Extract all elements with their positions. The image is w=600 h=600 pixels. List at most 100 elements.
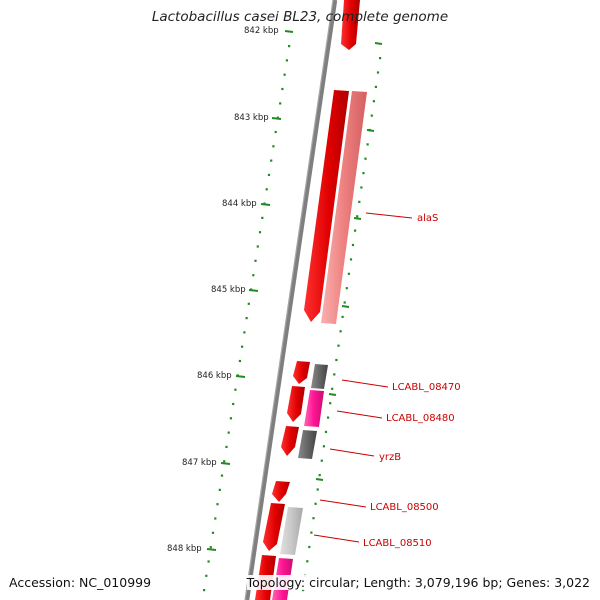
ruler-dot [362, 172, 365, 175]
gene-labels: alaS LCABL_08470 LCABL_08480 yrzB LCABL_… [313, 212, 461, 549]
kbp-tick [206, 548, 217, 551]
gene-label-lcabl-08470[interactable]: LCABL_08470 [392, 382, 461, 393]
ruler-dot [256, 245, 259, 248]
genome-backbone-highlight [244, 0, 334, 600]
ruler-dot [272, 145, 275, 148]
accession-text: Accession: NC_010999 [9, 575, 152, 590]
kbp-label: 847 kbp [182, 458, 217, 468]
gene-arrow-lcabl-08480[interactable] [287, 386, 305, 422]
strand-tick [328, 393, 337, 396]
ruler-dot [270, 159, 273, 162]
gene-arrow-lcabl-08500[interactable] [272, 481, 290, 502]
ruler-dot [211, 531, 215, 534]
ruler-dot [372, 100, 375, 103]
kbp-tick [260, 203, 271, 206]
ruler-dot [285, 59, 288, 62]
label-connector [329, 448, 375, 457]
kbp-label: 848 kbp [167, 544, 202, 554]
kbp-scale: 842 kbp 843 kbp 844 kbp 845 kbp 846 kbp … [167, 26, 294, 554]
ruler-dot [267, 173, 271, 176]
ruler-dot [245, 317, 248, 320]
gene-label-lcabl-08510[interactable]: LCABL_08510 [363, 538, 432, 549]
ruler-dot [302, 589, 305, 592]
ruler-dot [232, 402, 235, 406]
ruler-dot [223, 460, 226, 463]
ruler-dot [310, 531, 313, 534]
kbp-tick [284, 30, 294, 33]
gene-arrow-yrzb[interactable] [281, 426, 299, 456]
ruler-dot [281, 87, 284, 91]
ruler-dot [218, 488, 221, 491]
gene-block-yrzb[interactable] [298, 430, 317, 459]
ruler-dot [376, 71, 380, 74]
gene-arrow-lcabl-08470[interactable] [293, 361, 310, 384]
ruler-dot [205, 574, 208, 577]
ruler-dot [306, 560, 309, 563]
ruler-dot [366, 143, 369, 146]
ruler-dot [337, 344, 340, 347]
ruler-dot [329, 402, 332, 405]
ruler-dot [203, 589, 206, 592]
ruler-dot [345, 287, 348, 290]
ruler-dot [216, 503, 219, 506]
ruler-dot [238, 359, 241, 363]
gene-arrow-lcabl-08510[interactable] [263, 503, 285, 551]
ruler-dot [229, 417, 232, 420]
kbp-tick [235, 375, 246, 378]
gene-label-lcabl-08500[interactable]: LCABL_08500 [370, 502, 439, 513]
gene-block-lcabl-08470[interactable] [311, 364, 328, 389]
ruler-dot [279, 102, 282, 105]
ruler-dot [341, 315, 344, 318]
ruler-dot [247, 302, 250, 305]
gene-arrow[interactable] [341, 0, 360, 50]
strand-tick [374, 42, 383, 45]
ruler-dot [335, 358, 338, 362]
ruler-dot [288, 45, 291, 48]
strand-tick [341, 305, 350, 308]
kbp-label: 844 kbp [222, 199, 257, 209]
ruler-dot [374, 85, 377, 88]
gene-label-yrzb[interactable]: yrzB [379, 452, 401, 463]
ruler-dot [316, 488, 319, 491]
gene-features [255, 0, 367, 600]
ruler-dot [333, 373, 336, 376]
ruler-dot [364, 157, 367, 160]
gene-block-lcabl-08510[interactable] [280, 507, 303, 555]
label-connector [319, 499, 367, 508]
ruler-dot [254, 259, 257, 262]
ruler-dot [358, 200, 361, 203]
kbp-tick [271, 117, 282, 120]
ruler-dot [360, 186, 363, 189]
label-connector [365, 212, 413, 219]
ruler-dot [370, 114, 373, 117]
topology-text: Topology: circular; Length: 3,079,196 bp… [246, 575, 590, 590]
gene-label-lcabl-08480[interactable]: LCABL_08480 [386, 413, 455, 424]
ruler-dot [243, 331, 246, 334]
strand-tick [366, 129, 375, 132]
ruler-dot [322, 445, 325, 448]
genome-backbone [244, 0, 338, 600]
strand-tick [353, 217, 362, 220]
ruler-dot [320, 459, 323, 462]
ruler-dot [209, 546, 212, 549]
ruler-dot [261, 216, 264, 219]
gene-block-lcabl-08480[interactable] [304, 390, 324, 427]
ruler-dot [241, 345, 244, 348]
ruler-dot [207, 560, 210, 563]
gene-arrow-alas[interactable] [304, 90, 349, 322]
ruler-dot [347, 272, 350, 275]
ruler-dot [312, 517, 315, 520]
ruler-dot [308, 545, 311, 549]
ruler-dot [234, 388, 237, 391]
ruler-dot [379, 57, 382, 60]
ruler-dot [331, 387, 334, 390]
gene-label-alas[interactable]: alaS [417, 213, 438, 224]
strand-tick [315, 478, 324, 481]
gene-block-alas-light[interactable] [321, 91, 367, 324]
kbp-label: 842 kbp [244, 26, 279, 36]
ruler-dot [318, 474, 321, 477]
strand-ticks [315, 42, 383, 481]
ruler-dot [214, 517, 217, 520]
ruler-dot [354, 229, 357, 232]
